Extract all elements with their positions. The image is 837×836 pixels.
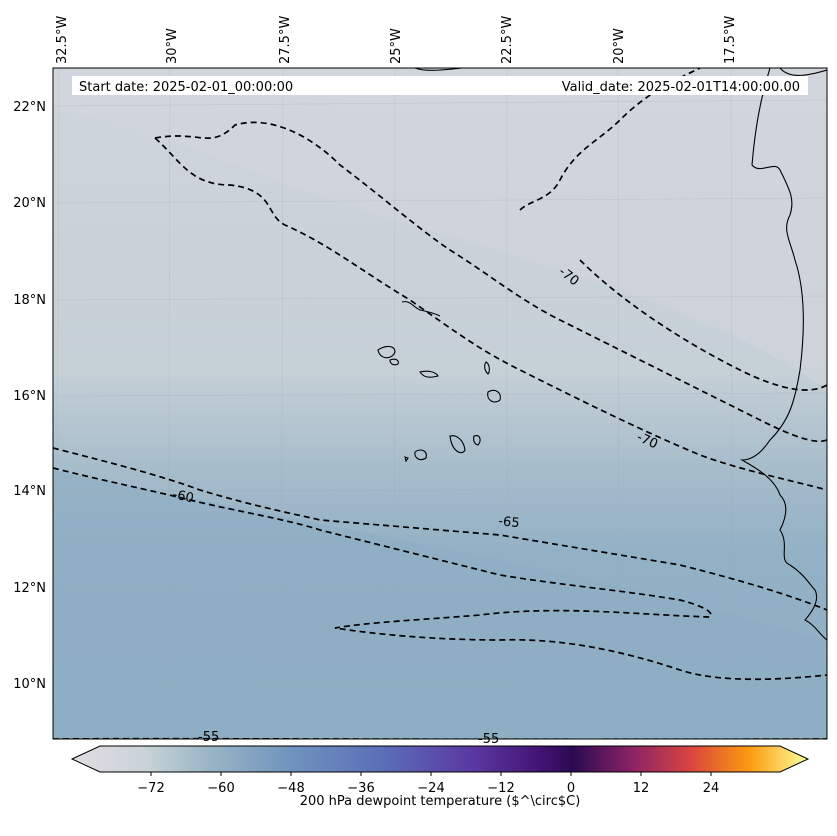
lon-label: 17.5°W — [723, 16, 738, 64]
colorbar-tick-label: −36 — [347, 781, 374, 796]
contour-label: -55 — [478, 732, 499, 747]
island-sal — [484, 361, 490, 375]
contour-minus-60 — [53, 467, 827, 681]
lat-label: 18°N — [13, 293, 46, 308]
lat-label: 16°N — [13, 389, 46, 404]
island-santiago — [449, 435, 466, 454]
island-sao-vicente — [389, 358, 399, 366]
colorbar-tick-label: 12 — [633, 781, 650, 796]
longitude-labels: 32.5°W 30°W 27.5°W 25°W 22.5°W 20°W 17.5… — [55, 16, 738, 64]
lon-label: 25°W — [389, 28, 404, 64]
colorbar-tick-label: −24 — [417, 781, 444, 796]
island-fogo — [414, 449, 427, 461]
lat-label: 20°N — [13, 196, 46, 211]
island-maio — [473, 435, 481, 446]
contour-label: -60 — [171, 487, 195, 506]
colorbar-ticks — [150, 772, 712, 776]
lat-label: 14°N — [13, 484, 46, 499]
contour-minus-70-inner — [154, 121, 827, 443]
africa-coast — [739, 68, 827, 641]
map-panel — [52, 67, 828, 740]
contour-minus-70-east — [579, 259, 827, 391]
island-sao-nicolau — [419, 370, 439, 378]
map-border — [52, 67, 828, 740]
lon-label: 30°W — [165, 28, 180, 64]
lon-label: 20°W — [612, 28, 627, 64]
lon-label: 27.5°W — [278, 16, 293, 64]
colorbar-tick-label: −60 — [207, 781, 234, 796]
valid-date-label: Valid_date: 2025-02-01T14:00:00.00 — [562, 80, 800, 95]
colorbar-tick-label: −12 — [487, 781, 514, 796]
colorbar-tick-label: 0 — [567, 781, 575, 796]
colorbar: −72 −60 −48 −36 −24 −12 0 12 24 200 hPa … — [70, 745, 810, 809]
cape-verde-islands — [377, 301, 501, 463]
contour-label: -55 — [198, 730, 219, 745]
lon-label: 32.5°W — [55, 16, 70, 64]
colorbar-tick-label: 24 — [703, 781, 720, 796]
contour-label: -65 — [498, 514, 521, 531]
moist-band-south — [53, 470, 827, 739]
date-header-box — [72, 76, 808, 95]
colorbar-tick-label: −72 — [137, 781, 164, 796]
lat-label: 22°N — [13, 100, 46, 115]
island-santo-antao — [377, 345, 396, 359]
lat-label: 12°N — [13, 581, 46, 596]
start-date-label: Start date: 2025-02-01_00:00:00 — [79, 80, 293, 95]
colorbar-title: 200 hPa dewpoint temperature ($^\circ$C) — [300, 794, 581, 809]
lon-label: 22.5°W — [500, 16, 515, 64]
island-ridge — [401, 301, 441, 317]
north-coast — [779, 68, 827, 76]
island-boa-vista — [487, 389, 501, 403]
lat-label: 10°N — [13, 677, 46, 692]
colorbar-bar — [70, 745, 810, 773]
colorbar-tick-label: −48 — [277, 781, 304, 796]
dry-band-north — [53, 68, 827, 390]
latitude-labels: 22°N 20°N 18°N 16°N 14°N 12°N 10°N — [13, 100, 46, 692]
graticule — [53, 68, 827, 739]
island-brava — [404, 456, 409, 463]
